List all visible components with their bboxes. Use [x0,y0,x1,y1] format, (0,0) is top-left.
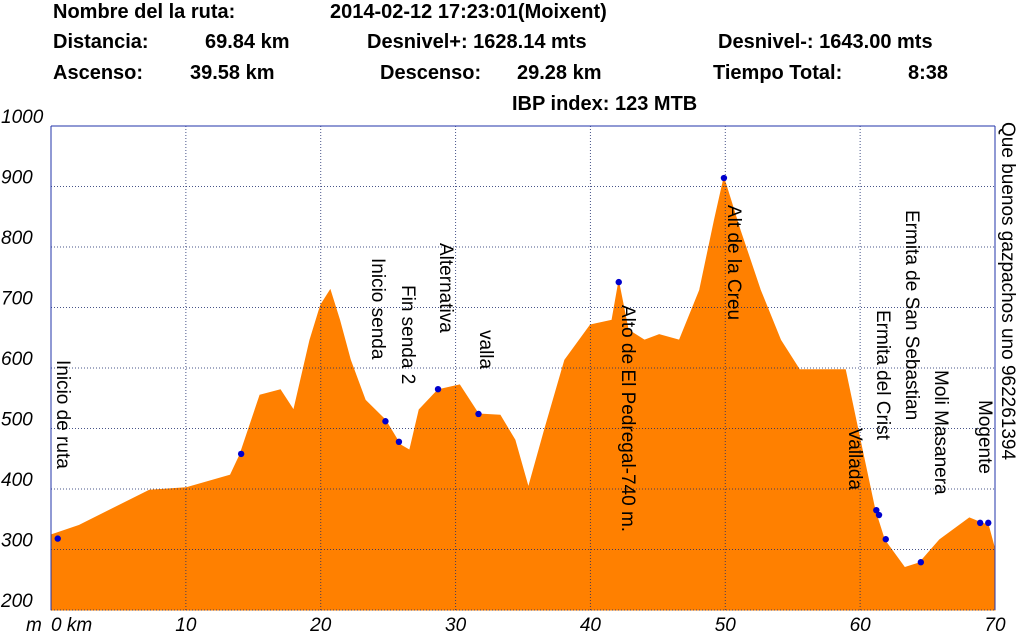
waypoint-label: Alt de la Creu [723,205,744,320]
waypoint-label: Alternativa [435,243,456,333]
x-tick-label: 70 [984,615,1006,636]
y-tick-label: 500 [1,410,33,431]
waypoint-label: Inicio senda [367,258,388,360]
annotation: Que buenos gazpachos uno 962261394 [997,122,1018,460]
waypoint-label: Ermita de San Sebastian [901,210,922,420]
waypoint-label: Inicio de ruta [52,360,73,469]
y-tick-label: 200 [0,591,33,612]
x-tick-label: 10 [175,615,197,636]
y-axis-label: m [26,615,42,636]
y-tick-label: 600 [1,349,33,370]
waypoint [882,536,889,543]
x-tick-label: 40 [580,615,602,636]
y-tick-label: 900 [1,168,33,189]
header-text: Tiempo Total: [713,62,842,84]
header-text: Desnivel-: 1643.00 mts [718,31,933,53]
header-text: 69.84 km [205,31,290,53]
waypoint-label: Vallada [844,428,865,490]
waypoint [54,535,61,542]
waypoint-label: Ermita del Crist [872,310,893,441]
waypoint-label: Fin senda 2 [397,285,418,384]
x-tick-label: 0 km [51,615,92,636]
waypoint [917,559,925,566]
y-tick-label: 700 [1,289,33,310]
header-text: 29.28 km [517,62,602,84]
header-text: 8:38 [908,62,948,84]
waypoint [873,506,880,514]
waypoint [434,385,442,393]
waypoint [237,450,245,458]
waypoint [382,418,389,425]
waypoint-label: Mogente [974,400,995,474]
header-text: Ascenso: [53,62,143,84]
waypoint [615,278,622,286]
waypoint [985,519,992,527]
elevation-area [50,176,996,611]
x-tick-label: 60 [850,615,872,636]
y-tick-label: 400 [1,470,33,491]
header-text: Descenso: [380,62,481,84]
y-tick-label: 300 [1,531,33,552]
x-tick-label: 30 [445,615,467,636]
waypoint-label: Moli Masanera [930,370,951,495]
x-tick-label: 20 [309,615,332,636]
y-tick-label: 800 [1,228,33,249]
header-text: 2014-02-12 17:23:01(Moixent) [330,1,607,23]
waypoint [720,174,728,182]
header-text: Distancia: [53,31,149,53]
waypoint [875,511,883,519]
x-tick-label: 50 [715,615,737,636]
header-text: Nombre del la ruta: [53,1,235,23]
waypoint [395,438,403,446]
waypoint [475,410,482,418]
waypoint-label: Alto de El Pedregal-740 m. [617,305,638,532]
header-text: IBP index: 123 MTB [512,93,697,115]
waypoint-label: valla [475,330,496,370]
waypoint [976,519,984,527]
y-tick-label: 1000 [1,107,44,128]
header-text: 39.58 km [190,62,275,84]
header-text: Desnivel+: 1628.14 mts [367,31,587,53]
